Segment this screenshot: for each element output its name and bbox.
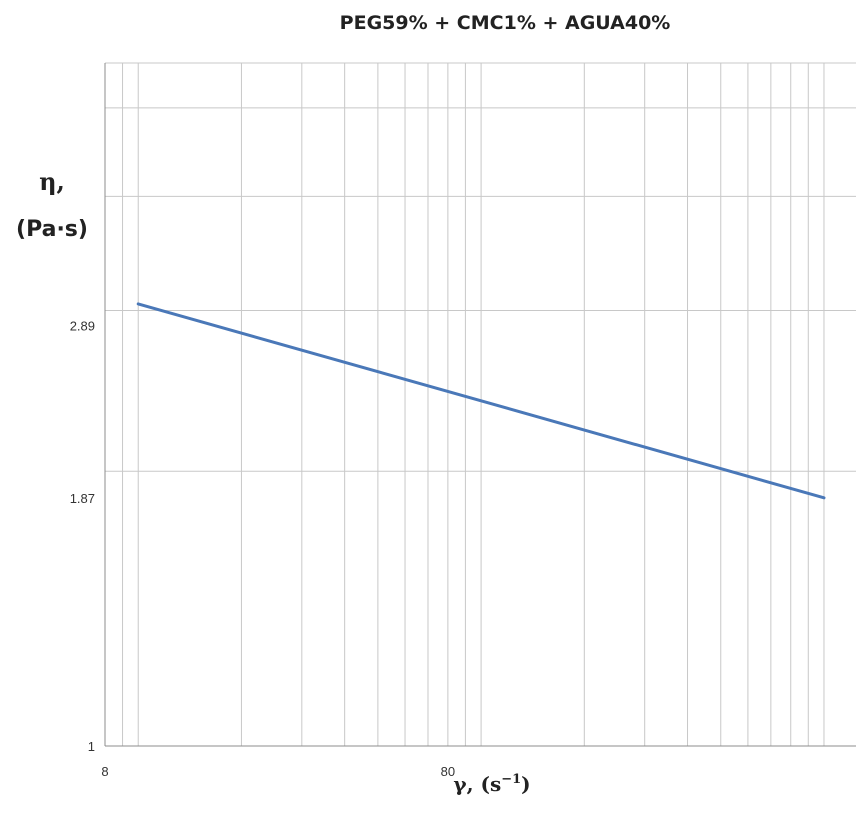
- x-axis-title-end: ): [521, 772, 530, 796]
- x-tick-label-1: 80: [441, 764, 455, 779]
- grid: [105, 62, 856, 746]
- x-axis-title-main: γ, (s: [453, 772, 501, 796]
- series: [136, 302, 826, 500]
- axes: [104, 63, 856, 747]
- y-tick-label-1: 1.87: [70, 491, 95, 506]
- y-tick-label-0: 1: [88, 739, 95, 754]
- y-axis-title-line2: (Pa·s): [16, 217, 88, 242]
- x-axis-title: γ, (s−1): [453, 772, 530, 796]
- series-line-0: [136, 302, 826, 500]
- y-tick-label-2: 2.89: [70, 318, 95, 333]
- x-axis-title-sup: −1: [501, 772, 521, 787]
- x-tick-label-0: 8: [101, 764, 108, 779]
- y-axis-title-line1: η,: [39, 167, 65, 196]
- chart-title: PEG59% + CMC1% + AGUA40%: [340, 12, 671, 34]
- tick-labels: 8 80 1 1.87 2.89: [70, 318, 455, 779]
